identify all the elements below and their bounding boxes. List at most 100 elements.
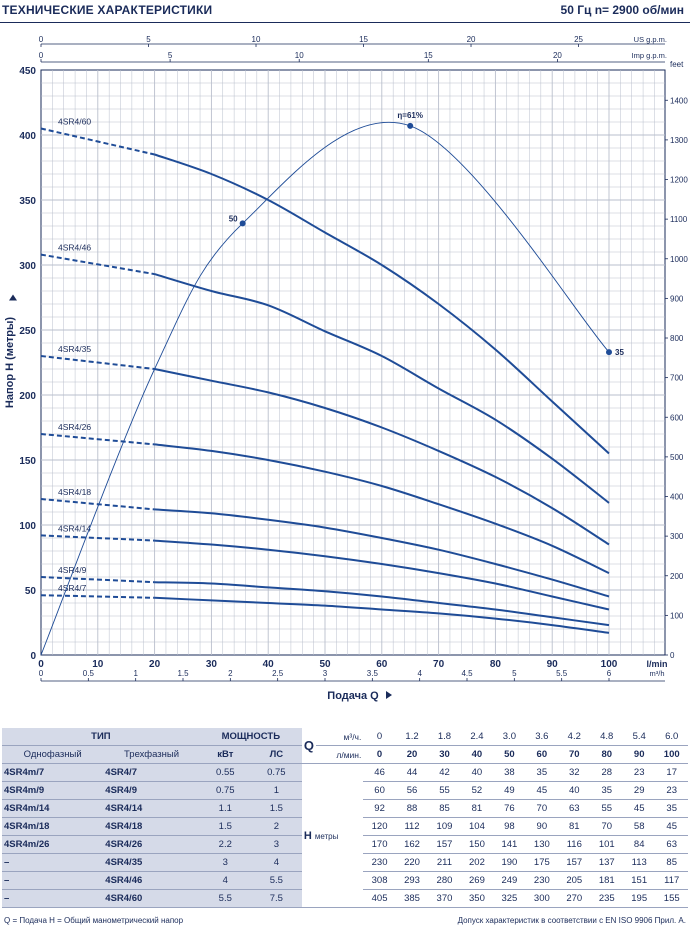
q-lmin-cell: 50 [493, 745, 526, 764]
m3h-tick-label: 3 [323, 669, 328, 678]
us-tick-label: 25 [574, 35, 583, 44]
m3h-tick-label: 5 [512, 669, 517, 678]
head-value-cell: 70 [525, 799, 559, 818]
single-phase-header: Однофазный [2, 745, 104, 764]
series-label: 4SR4/35 [58, 344, 91, 354]
x-tick-label: 80 [490, 659, 502, 670]
head-value-cell: 120 [363, 817, 396, 836]
model-single-phase: 4SR4m/26 [2, 835, 104, 854]
head-value-cell: 270 [558, 889, 591, 908]
us-tick-label: 20 [467, 35, 476, 44]
q-m3h-cell: 0 [363, 728, 396, 746]
q-lmin-cell: 30 [428, 745, 461, 764]
page-title: ТЕХНИЧЕСКИЕ ХАРАКТЕРИСТИКИ [2, 3, 213, 17]
head-value-cell: 28 [590, 763, 623, 782]
type-header: ТИП [2, 728, 200, 746]
model-three-phase: 4SR4/14 [103, 799, 200, 818]
head-value-cell: 157 [558, 853, 591, 872]
table-header-row-1: ТИП МОЩНОСТЬ Q м³/ч. 0 1.2 1.8 2.4 3.0 3.6 4.2… [2, 728, 688, 764]
power-hp: 2 [250, 817, 302, 836]
model-three-phase: 4SR4/18 [103, 817, 200, 836]
head-value-cell: 109 [428, 817, 461, 836]
head-value-cell: 23 [622, 763, 656, 782]
feet-tick-label: 500 [670, 453, 684, 462]
x-tick-label: 90 [547, 659, 559, 670]
y-axis-arrow-icon [9, 294, 17, 301]
us-tick-label: 10 [252, 35, 261, 44]
x-tick-label: 60 [376, 659, 388, 670]
head-value-cell: 104 [460, 817, 494, 836]
table-row: 4SR4m/18 4SR4/18 1.5 2 120 112 109 104 98 90 81 70 5… [2, 817, 688, 836]
feet-tick-label: 200 [670, 572, 684, 581]
q-m3h-cell: 6.0 [655, 728, 688, 746]
head-symbol: H [303, 829, 312, 842]
head-value-cell: 141 [493, 835, 526, 854]
q-m3h-cell: 4.8 [590, 728, 623, 746]
series-line [154, 273, 610, 504]
head-value-cell: 40 [460, 763, 494, 782]
q-m3h-cell: 5.4 [622, 728, 656, 746]
series-dashed-segment [40, 355, 155, 370]
head-value-cell: 405 [363, 889, 396, 908]
m3h-tick-label: 4.5 [461, 669, 473, 678]
footer-legend: Q = Подача H = Общий манометрический нап… [4, 916, 184, 925]
power-hp: 1.5 [250, 799, 302, 818]
head-value-cell: 38 [493, 763, 526, 782]
head-value-cell: 293 [395, 871, 429, 890]
imp-tick-label: 20 [553, 51, 562, 60]
head-value-cell: 181 [590, 871, 623, 890]
power-kw: 0.75 [199, 781, 251, 800]
head-value-cell: 269 [460, 871, 494, 890]
m3h-tick-label: 1.5 [177, 669, 189, 678]
m3h-tick-label: 2 [228, 669, 233, 678]
head-value-cell: 101 [590, 835, 623, 854]
x-tick-label: 40 [263, 659, 275, 670]
power-kw: 1.5 [199, 817, 251, 836]
head-value-cell: 85 [428, 799, 461, 818]
power-hp: 1 [250, 781, 302, 800]
head-value-cell: 151 [622, 871, 656, 890]
m3h-tick-label: 6 [607, 669, 612, 678]
series-line [154, 153, 610, 455]
series-line [154, 581, 610, 627]
q-m3h-cell: 3.6 [525, 728, 559, 746]
power-kw: 5.5 [199, 889, 251, 908]
pump-performance-chart: 0501001502002503003504004500100200300400… [4, 35, 688, 702]
series-dashed-segment [40, 534, 155, 542]
us-unit-label: US g.p.m. [634, 35, 667, 44]
head-value-cell: 81 [558, 817, 591, 836]
y-tick-label: 350 [19, 196, 36, 207]
power-hp: 4 [250, 853, 302, 872]
head-value-cell: 112 [395, 817, 429, 836]
head-value-cell: 157 [428, 835, 461, 854]
plot-area [40, 69, 666, 656]
imp-tick-label: 5 [168, 51, 173, 60]
model-three-phase: 4SR4/60 [103, 889, 200, 908]
q-lmin-cell: 20 [395, 745, 429, 764]
x-axis-arrow-icon [386, 691, 392, 699]
feet-tick-label: 600 [670, 413, 684, 422]
model-single-phase: – [2, 871, 104, 890]
table-row: –4SR4/46 4 5.5 308 293 280 269 249 230 205 181 151 1… [2, 871, 688, 890]
feet-tick-label: 1200 [670, 176, 688, 185]
head-value-cell: 35 [525, 763, 559, 782]
efficiency-marker-label: 50 [229, 214, 238, 223]
head-value-cell: 45 [655, 817, 688, 836]
table-header-row-2: Однофазный Трехфазный кВт ЛС л/мин. 0 20 3… [2, 745, 688, 764]
series-label: 4SR4/7 [58, 583, 87, 593]
head-value-cell: 220 [395, 853, 429, 872]
model-single-phase: 4SR4m/14 [2, 799, 104, 818]
model-three-phase: 4SR4/35 [103, 853, 200, 872]
series-label: 4SR4/9 [58, 565, 87, 575]
unit-lmin: л/мин. [316, 745, 364, 764]
imp-tick-label: 15 [424, 51, 433, 60]
head-value-cell: 280 [428, 871, 461, 890]
head-value-cell: 170 [363, 835, 396, 854]
head-value-cell: 35 [590, 781, 623, 800]
power-kw: 4 [199, 871, 251, 890]
feet-tick-label: 300 [670, 532, 684, 541]
x-tick-label: 0 [38, 659, 44, 670]
model-single-phase: – [2, 889, 104, 908]
q-m3h-cell: 2.4 [460, 728, 494, 746]
head-value-cell: 162 [395, 835, 429, 854]
